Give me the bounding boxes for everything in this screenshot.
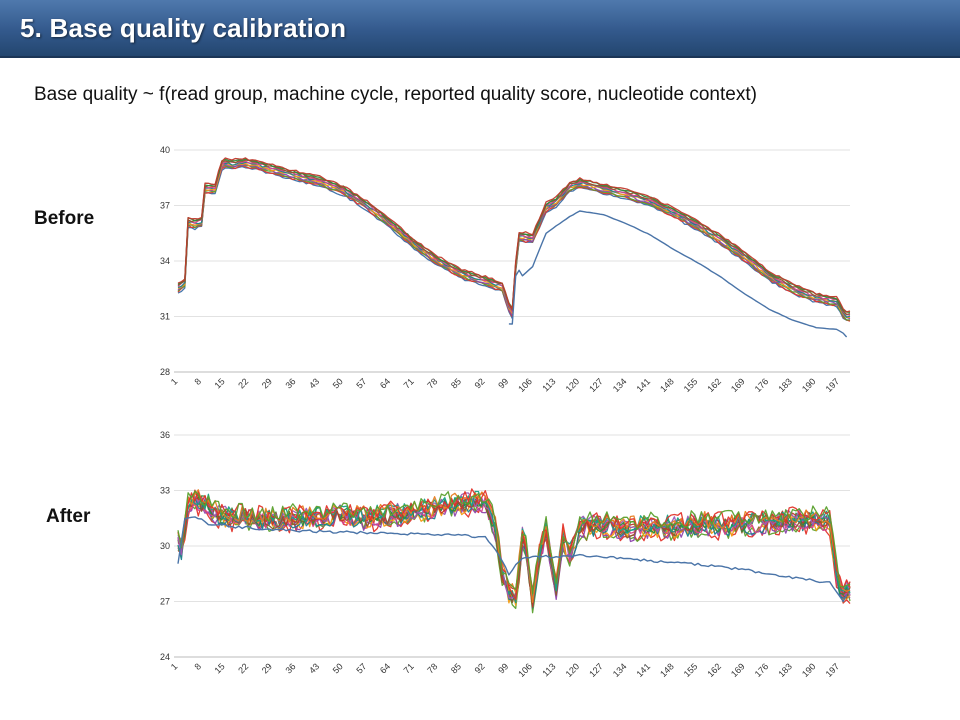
x-tick-label: 36 (283, 376, 297, 390)
x-tick-label: 22 (236, 661, 250, 675)
x-tick-label: 106 (516, 376, 534, 394)
x-tick-label: 148 (658, 376, 676, 394)
y-tick-label: 24 (160, 652, 170, 662)
slide-title: 5. Base quality calibration (20, 13, 347, 43)
x-tick-label: 8 (192, 376, 203, 387)
y-tick-label: 31 (160, 312, 170, 322)
x-tick-label: 162 (705, 376, 723, 394)
x-tick-label: 190 (800, 661, 818, 679)
x-tick-label: 36 (283, 661, 297, 675)
y-tick-label: 36 (160, 430, 170, 440)
after-chart: 24 27 30 33 36 1 8 15 22 29 36 43 50 57 64 71 78 85 92 99 10… (160, 430, 851, 679)
x-tick-label: 15 (213, 376, 227, 390)
x-tick-label: 183 (776, 661, 794, 679)
x-tick-label: 120 (564, 376, 582, 394)
y-tick-label: 37 (160, 201, 170, 211)
x-tick-label: 15 (213, 661, 227, 675)
y-tick-label: 33 (160, 486, 170, 496)
before-label: Before (34, 208, 95, 229)
series-line (177, 490, 851, 604)
x-tick-label: 99 (496, 376, 510, 390)
x-tick-label: 134 (611, 376, 629, 394)
x-tick-label: 71 (402, 661, 416, 675)
x-tick-label: 141 (634, 376, 652, 394)
x-tick-label: 64 (378, 661, 392, 675)
x-tick-label: 190 (800, 376, 818, 394)
x-tick-label: 50 (331, 661, 345, 675)
x-tick-label: 169 (729, 661, 747, 679)
x-tick-label: 176 (753, 661, 771, 679)
x-tick-label: 92 (473, 376, 487, 390)
x-tick-label: 106 (516, 661, 534, 679)
before-chart: 28 31 34 37 40 1 8 15 22 29 36 43 50 57 64 71 78 85 92 99 10… (160, 145, 851, 394)
x-tick-label: 141 (634, 661, 652, 679)
x-tick-label: 22 (236, 376, 250, 390)
x-tick-label: 1 (169, 661, 180, 672)
x-tick-label: 120 (564, 661, 582, 679)
series-line (177, 157, 851, 313)
x-tick-label: 113 (540, 661, 557, 678)
x-tick-label: 169 (729, 376, 747, 394)
after-label: After (46, 506, 91, 527)
x-tick-label: 162 (705, 661, 723, 679)
series-line (177, 492, 851, 599)
x-tick-label: 50 (331, 376, 345, 390)
x-tick-label: 155 (682, 376, 700, 394)
x-tick-label: 127 (587, 376, 605, 394)
y-tick-label: 27 (160, 597, 170, 607)
x-tick-label: 113 (540, 376, 557, 393)
x-tick-label: 43 (307, 376, 321, 390)
x-tick-label: 99 (496, 661, 510, 675)
x-tick-label: 134 (611, 661, 629, 679)
x-tick-label: 197 (824, 376, 842, 394)
x-tick-label: 29 (260, 376, 274, 390)
series-line (177, 495, 851, 609)
x-tick-label: 176 (753, 376, 771, 394)
slide-subtitle: Base quality ~ f(read group, machine cyc… (34, 84, 757, 105)
x-tick-label: 148 (658, 661, 676, 679)
x-tick-label: 8 (192, 661, 203, 672)
x-tick-label: 43 (307, 661, 321, 675)
outlier-series-line (177, 516, 848, 603)
y-tick-label: 30 (160, 541, 170, 551)
y-tick-label: 28 (160, 367, 170, 377)
x-tick-label: 85 (449, 661, 463, 675)
x-tick-label: 155 (682, 661, 700, 679)
y-tick-label: 40 (160, 145, 170, 155)
x-tick-label: 92 (473, 661, 487, 675)
series-line (177, 488, 851, 601)
x-tick-label: 1 (169, 376, 180, 387)
slide-title-bar: 5. Base quality calibration (0, 0, 960, 58)
x-tick-label: 78 (425, 661, 439, 675)
series-line (177, 492, 851, 604)
x-tick-label: 78 (425, 376, 439, 390)
x-tick-label: 183 (776, 376, 794, 394)
x-tick-label: 197 (824, 661, 842, 679)
x-tick-label: 57 (354, 661, 368, 675)
x-tick-label: 64 (378, 376, 392, 390)
x-tick-label: 71 (402, 376, 416, 390)
x-tick-label: 57 (354, 376, 368, 390)
series-line (177, 490, 851, 595)
outlier-series-line (508, 210, 848, 338)
x-tick-label: 127 (587, 661, 605, 679)
x-tick-label: 85 (449, 376, 463, 390)
x-tick-label: 29 (260, 661, 274, 675)
y-tick-label: 34 (160, 256, 170, 266)
